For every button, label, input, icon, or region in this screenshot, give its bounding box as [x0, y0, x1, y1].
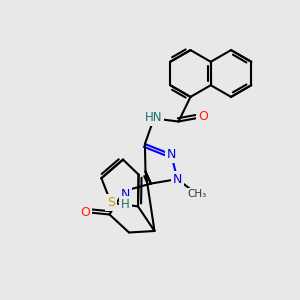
Text: O: O [198, 110, 208, 124]
Text: H: H [121, 198, 130, 211]
Text: S: S [107, 196, 115, 209]
Text: N: N [172, 172, 182, 186]
Text: CH₃: CH₃ [187, 189, 206, 199]
Text: N: N [121, 188, 130, 201]
Text: O: O [80, 206, 90, 219]
Text: HN: HN [145, 111, 162, 124]
Text: N: N [167, 148, 176, 161]
